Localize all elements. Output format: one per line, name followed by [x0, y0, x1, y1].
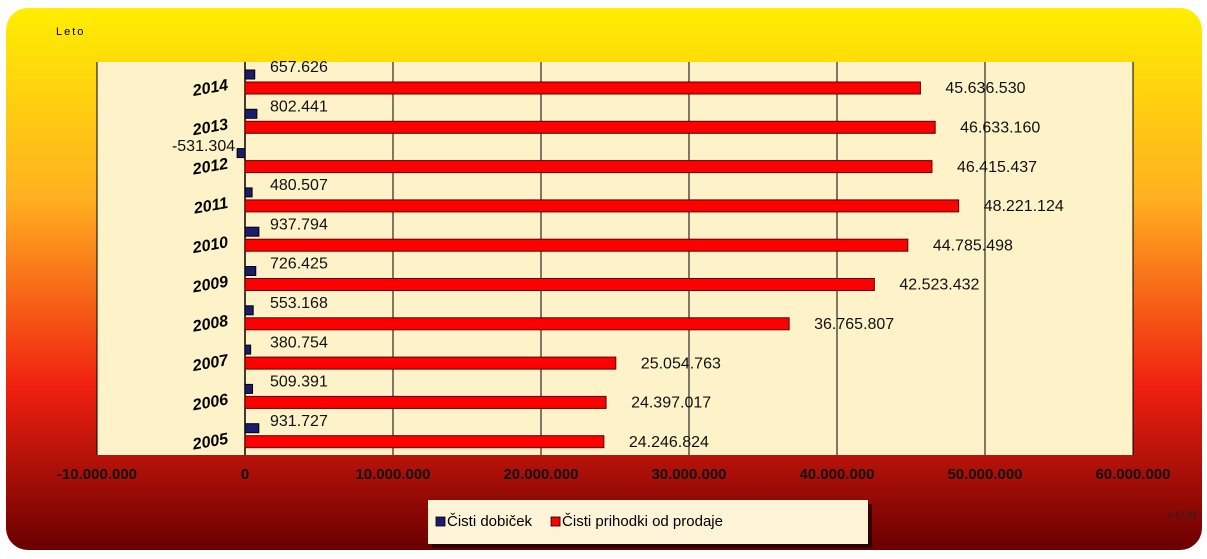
- y-tick-label: 2009: [190, 273, 229, 296]
- data-label: 45.636.530: [945, 80, 1025, 97]
- bar: [244, 305, 254, 316]
- x-tick-label: -10.000.000: [57, 466, 137, 483]
- x-tick-label: 0: [241, 466, 249, 483]
- data-label: 480.507: [270, 177, 328, 194]
- bar: [244, 69, 256, 80]
- bar: [244, 344, 252, 355]
- bar: [244, 81, 921, 95]
- data-label: 380.754: [270, 334, 328, 351]
- y-tick-label: 2014: [190, 77, 229, 100]
- data-label: 36.765.807: [814, 316, 894, 333]
- x-tick-label: 50.000.000: [947, 466, 1022, 483]
- data-label: 25.054.763: [641, 355, 721, 372]
- y-tick-label: 2011: [192, 195, 230, 218]
- bar: [244, 383, 254, 394]
- data-label: 46.633.160: [960, 120, 1040, 137]
- bar: [244, 226, 260, 237]
- y-tick-label: 2010: [190, 234, 229, 257]
- x-tick-label: 10.000.000: [355, 466, 430, 483]
- bar: [244, 108, 258, 119]
- bar: [236, 148, 246, 159]
- data-label: 553.168: [270, 295, 328, 312]
- legend-box: [428, 500, 868, 544]
- legend-swatch: [550, 516, 561, 527]
- bar: [244, 120, 936, 134]
- legend-label: Čisti dobiček: [447, 513, 533, 530]
- x-axis-label: v EUR: [1168, 511, 1197, 522]
- data-label: 726.425: [270, 256, 328, 273]
- y-tick-label: 2013: [190, 116, 229, 139]
- legend-swatch: [435, 516, 446, 527]
- data-label: 48.221.124: [984, 198, 1064, 215]
- y-tick-label: 2006: [190, 391, 229, 414]
- bar: [244, 423, 260, 434]
- data-label: 24.246.824: [629, 434, 709, 451]
- bar: [244, 187, 253, 198]
- bar: [244, 199, 960, 213]
- y-tick-label: 2007: [190, 352, 230, 375]
- x-tick-label: 40.000.000: [799, 466, 874, 483]
- bar: [244, 395, 607, 409]
- y-axis-label: Leto: [56, 26, 85, 38]
- y-tick-label: 2012: [190, 156, 229, 179]
- bar: [244, 435, 605, 449]
- legend-label: Čisti prihodki od prodaje: [562, 513, 723, 530]
- bar: [244, 160, 933, 174]
- data-label: 931.727: [270, 413, 328, 430]
- data-label: 509.391: [270, 374, 328, 391]
- bar: [244, 266, 257, 276]
- x-tick-label: 20.000.000: [503, 466, 578, 483]
- data-label: 46.415.437: [957, 159, 1037, 176]
- bar: [244, 238, 909, 252]
- data-label: 937.794: [270, 216, 328, 233]
- data-label: 44.785.498: [933, 237, 1013, 254]
- data-label: -531.304: [172, 138, 235, 155]
- data-label: 802.441: [270, 99, 328, 116]
- bar: [244, 356, 617, 370]
- data-label: 24.397.017: [631, 395, 711, 412]
- data-label: 657.626: [270, 59, 328, 76]
- y-tick-label: 2005: [190, 431, 230, 454]
- y-tick-label: 2008: [190, 313, 229, 336]
- bar: [244, 278, 875, 291]
- x-tick-label: 30.000.000: [651, 466, 726, 483]
- bar: [244, 317, 790, 331]
- x-tick-label: 60.000.000: [1095, 466, 1170, 483]
- data-label: 42.523.432: [899, 277, 979, 294]
